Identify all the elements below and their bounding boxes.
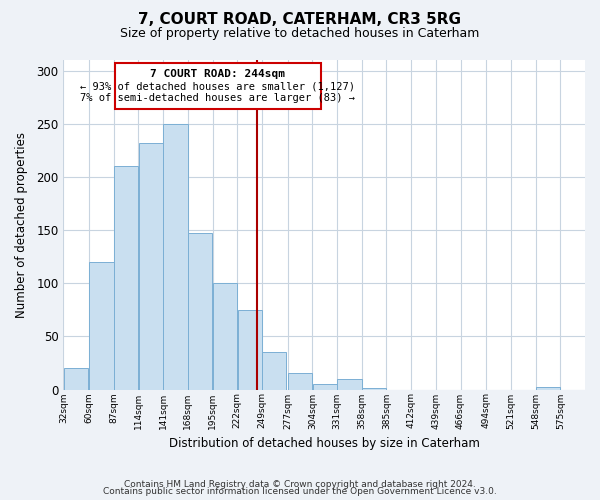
Text: Contains public sector information licensed under the Open Government Licence v3: Contains public sector information licen… bbox=[103, 487, 497, 496]
Y-axis label: Number of detached properties: Number of detached properties bbox=[15, 132, 28, 318]
Bar bbox=[536, 388, 560, 390]
Bar bbox=[362, 388, 386, 390]
Bar bbox=[89, 262, 113, 390]
Text: 7 COURT ROAD: 244sqm: 7 COURT ROAD: 244sqm bbox=[150, 68, 285, 78]
Bar bbox=[262, 352, 286, 390]
Bar bbox=[139, 143, 163, 390]
Bar bbox=[213, 283, 237, 390]
Bar bbox=[188, 234, 212, 390]
Text: Size of property relative to detached houses in Caterham: Size of property relative to detached ho… bbox=[121, 28, 479, 40]
Bar bbox=[288, 372, 312, 390]
Bar bbox=[313, 384, 337, 390]
Bar bbox=[337, 379, 362, 390]
Bar bbox=[115, 63, 320, 109]
Bar bbox=[64, 368, 88, 390]
Text: 7% of semi-detached houses are larger (83) →: 7% of semi-detached houses are larger (8… bbox=[80, 93, 355, 103]
Text: 7, COURT ROAD, CATERHAM, CR3 5RG: 7, COURT ROAD, CATERHAM, CR3 5RG bbox=[139, 12, 461, 28]
Bar bbox=[114, 166, 138, 390]
Bar bbox=[163, 124, 188, 390]
Bar bbox=[238, 310, 262, 390]
Text: Contains HM Land Registry data © Crown copyright and database right 2024.: Contains HM Land Registry data © Crown c… bbox=[124, 480, 476, 489]
X-axis label: Distribution of detached houses by size in Caterham: Distribution of detached houses by size … bbox=[169, 437, 479, 450]
Text: ← 93% of detached houses are smaller (1,127): ← 93% of detached houses are smaller (1,… bbox=[80, 82, 355, 92]
